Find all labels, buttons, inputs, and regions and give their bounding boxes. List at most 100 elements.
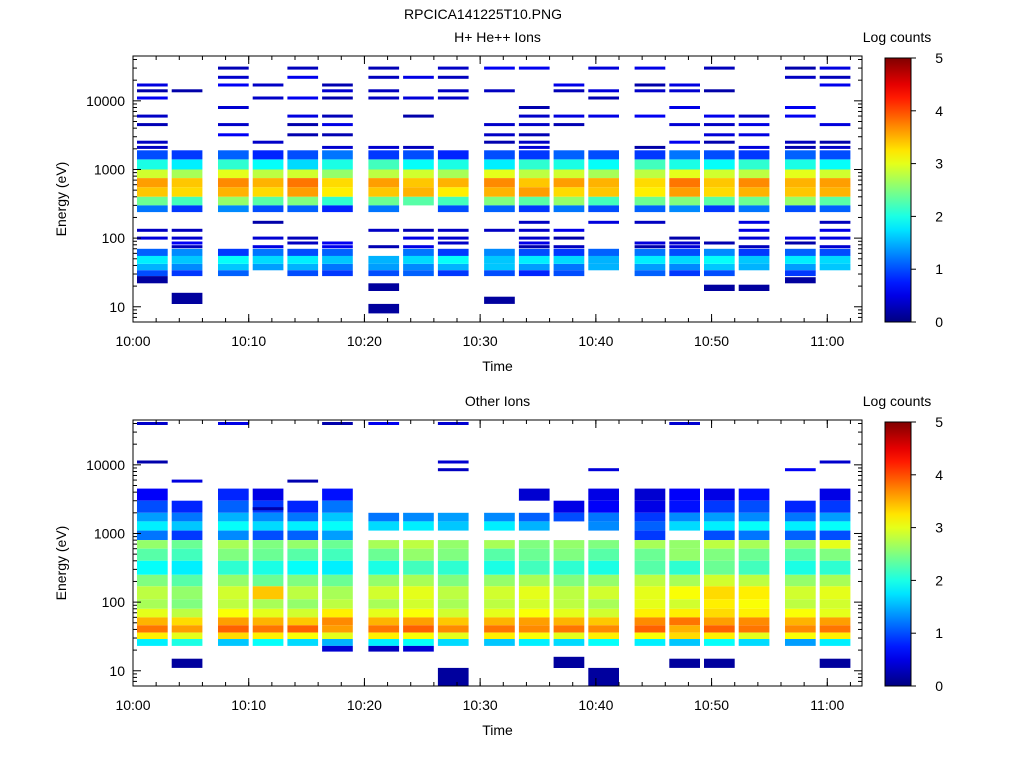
x-tick-label: 10:30 bbox=[463, 333, 498, 349]
heatmap-cell bbox=[437, 196, 469, 206]
heatmap-cell bbox=[252, 574, 284, 587]
heatmap-cell bbox=[634, 617, 666, 626]
heatmap-cell bbox=[322, 205, 353, 213]
heatmap-cell bbox=[137, 512, 168, 522]
heatmap-cell bbox=[368, 645, 400, 652]
heatmap-cell bbox=[588, 220, 619, 224]
heatmap-cell bbox=[287, 159, 319, 170]
panel-title: Other Ions bbox=[465, 393, 530, 409]
heatmap-cell bbox=[171, 658, 203, 668]
heatmap-cell bbox=[588, 540, 619, 549]
heatmap-cell bbox=[634, 488, 666, 501]
colorbar-gradient bbox=[884, 421, 912, 687]
heatmap-cell bbox=[518, 560, 550, 575]
heatmap-cell bbox=[252, 187, 284, 197]
heatmap-cell bbox=[322, 270, 353, 277]
heatmap-cell bbox=[403, 178, 434, 188]
heatmap-cell bbox=[137, 205, 168, 213]
y-axis: 10 100 1000 10000 bbox=[86, 59, 862, 323]
heatmap-cell bbox=[368, 560, 400, 575]
heatmap-cell bbox=[322, 599, 353, 609]
heatmap-cell bbox=[437, 187, 469, 197]
heatmap-cell bbox=[669, 264, 700, 271]
panel-other: 10:00 10:10 10:20 10:30 10:40 10:50 11:0010100… bbox=[53, 393, 943, 738]
heatmap-cell bbox=[218, 521, 249, 531]
heatmap-cell bbox=[819, 460, 851, 464]
heatmap-cell bbox=[171, 625, 203, 633]
heatmap-cell bbox=[819, 255, 851, 264]
colorbar-tick-label: 1 bbox=[935, 625, 943, 641]
heatmap-cell bbox=[437, 236, 469, 240]
heatmap-cell bbox=[368, 574, 400, 587]
heatmap-cell bbox=[819, 196, 851, 206]
heatmap-cell bbox=[634, 608, 666, 618]
heatmap-cell bbox=[819, 236, 851, 240]
heatmap-cell bbox=[368, 639, 400, 646]
heatmap-cell bbox=[518, 245, 550, 249]
heatmap-cell bbox=[437, 617, 469, 626]
heatmap-cell bbox=[437, 96, 469, 100]
heatmap-cell bbox=[171, 479, 203, 483]
heatmap-cell bbox=[739, 53, 770, 56]
heatmap-cell bbox=[368, 66, 400, 70]
heatmap-cell bbox=[704, 159, 735, 170]
heatmap-cell bbox=[137, 548, 168, 561]
y-axis-label: Energy (eV) bbox=[53, 526, 69, 601]
heatmap-cell bbox=[218, 530, 249, 541]
heatmap-cell bbox=[785, 548, 816, 561]
panel-hplus: 10:00 10:10 10:20 10:30 10:40 10:50 11:0010100… bbox=[53, 29, 943, 374]
heatmap-cell bbox=[368, 548, 400, 561]
heatmap-cell bbox=[738, 236, 770, 240]
heatmap-cell bbox=[252, 488, 284, 501]
heatmap-cell bbox=[588, 617, 619, 626]
heatmap-cell bbox=[518, 205, 550, 213]
heatmap-cell bbox=[287, 53, 318, 56]
heatmap-cell bbox=[785, 150, 816, 160]
heatmap-cell bbox=[437, 512, 469, 522]
heatmap-cell bbox=[588, 521, 619, 531]
y-tick-label: 10000 bbox=[86, 93, 125, 109]
heatmap-cell bbox=[171, 169, 203, 179]
heatmap-cell bbox=[171, 89, 203, 93]
heatmap-cell bbox=[669, 83, 700, 87]
heatmap-cell bbox=[553, 205, 585, 213]
heatmap-cell bbox=[669, 512, 700, 522]
heatmap-cell bbox=[403, 270, 434, 277]
heatmap-cell bbox=[322, 178, 353, 188]
heatmap-cell bbox=[634, 145, 666, 149]
heatmap-cell bbox=[171, 548, 203, 561]
heatmap-cell bbox=[738, 488, 770, 501]
y-tick-label: 10000 bbox=[86, 457, 125, 473]
y-axis: 10 100 1000 10000 bbox=[86, 423, 862, 687]
heatmap-cell bbox=[785, 625, 816, 633]
heatmap-cell bbox=[322, 530, 353, 541]
heatmap-cell bbox=[287, 608, 319, 618]
heatmap-cell bbox=[252, 178, 284, 188]
heatmap-cell bbox=[403, 264, 434, 271]
heatmap-cell bbox=[137, 114, 168, 118]
heatmap-cell bbox=[553, 540, 585, 549]
heatmap-cell bbox=[171, 236, 203, 240]
heatmap-cell bbox=[785, 512, 816, 522]
colorbar-tick-label: 4 bbox=[935, 467, 943, 483]
heatmap-cell bbox=[287, 196, 319, 206]
heatmap-cell bbox=[287, 178, 319, 188]
colorbar-label: Log counts bbox=[863, 29, 932, 45]
heatmap-cell bbox=[704, 178, 735, 188]
heatmap-cell bbox=[403, 159, 434, 170]
heatmap-cell bbox=[368, 205, 400, 213]
heatmap-cell bbox=[518, 114, 550, 118]
heatmap-cell bbox=[403, 187, 434, 197]
heatmap-cell bbox=[553, 169, 585, 179]
heatmap-cell bbox=[588, 667, 619, 686]
colorbar-tick-label: 3 bbox=[935, 156, 943, 172]
heatmap-cell bbox=[669, 422, 700, 425]
heatmap-cell bbox=[403, 540, 434, 549]
heatmap-cell bbox=[518, 150, 550, 160]
heatmap-cell bbox=[634, 66, 666, 70]
heatmap-cell bbox=[137, 632, 168, 639]
heatmap-cell bbox=[322, 639, 353, 646]
heatmap-cell bbox=[137, 276, 168, 284]
heatmap-cell bbox=[738, 114, 770, 118]
heatmap-cell bbox=[588, 560, 619, 575]
